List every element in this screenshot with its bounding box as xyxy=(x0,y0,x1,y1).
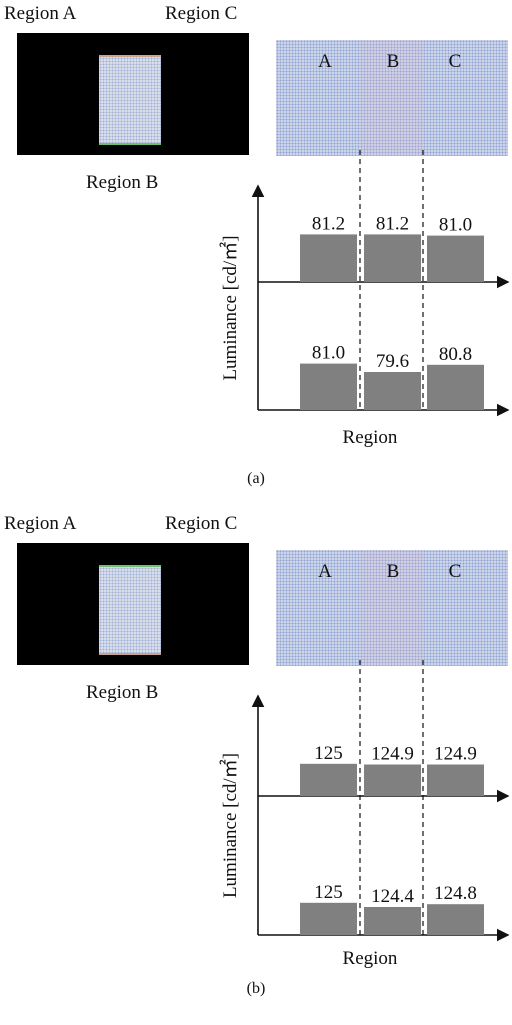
screen-label-region-b: Region B xyxy=(86,172,159,193)
pattern-column-b: B xyxy=(386,51,400,72)
subpixel-pattern xyxy=(276,40,508,156)
panel-caption: (b) xyxy=(246,980,266,997)
bar-b-series2 xyxy=(364,907,421,935)
display-window-region-b xyxy=(99,55,161,145)
data-label-b-series2: 124.4 xyxy=(371,886,414,907)
x-axis-label: Region xyxy=(342,427,398,448)
pattern-column-a: A xyxy=(318,51,332,72)
bar-c-series1 xyxy=(427,764,484,796)
pattern-center-tint xyxy=(362,550,424,666)
bar-a-series2 xyxy=(300,363,357,410)
figure-panel-b: Region A Region C Region B A B C Luminan… xyxy=(0,510,512,1000)
data-label-a-series1: 81.2 xyxy=(312,213,345,234)
pattern-column-c: C xyxy=(448,561,462,582)
data-label-b-series1: 124.9 xyxy=(371,744,414,765)
display-screen xyxy=(17,543,249,665)
screen-label-region-b: Region B xyxy=(86,682,159,703)
data-label-a-series1: 125 xyxy=(314,743,343,764)
pattern-column-c: C xyxy=(448,51,462,72)
bar-c-series1 xyxy=(427,235,484,282)
bar-b-series1 xyxy=(364,764,421,796)
x-axis-label: Region xyxy=(342,948,398,969)
pattern-column-a: A xyxy=(318,561,332,582)
data-label-b-series1: 81.2 xyxy=(376,213,409,234)
panel-caption: (a) xyxy=(247,470,265,487)
bar-b-series1 xyxy=(364,234,421,282)
data-label-c-series1: 81.0 xyxy=(439,215,472,236)
data-label-c-series2: 124.8 xyxy=(434,883,477,904)
pattern-center-tint xyxy=(362,40,424,156)
bar-c-series2 xyxy=(427,364,484,410)
data-label-a-series2: 125 xyxy=(314,882,343,903)
luminance-bar-chart-a: Luminance [cd/㎡] 81.2 81.2 81.0 81.0 79.6 80.8 xyxy=(218,150,510,417)
screen-label-region-c: Region C xyxy=(165,3,238,24)
pattern-column-b: B xyxy=(386,561,400,582)
bar-a-series2 xyxy=(300,902,357,935)
bar-a-series1 xyxy=(300,234,357,282)
display-screen xyxy=(17,33,249,155)
y-axis-label: Luminance [cd/㎡] xyxy=(218,753,241,898)
luminance-bar-chart-b: Luminance [cd/㎡] 125 124.9 124.9 125 124.4 124… xyxy=(218,660,510,942)
screen-label-region-c: Region C xyxy=(165,513,238,534)
data-label-c-series2: 80.8 xyxy=(439,344,472,365)
bar-a-series1 xyxy=(300,763,357,796)
screen-label-region-a: Region A xyxy=(4,513,77,534)
data-label-a-series2: 81.0 xyxy=(312,343,345,364)
data-label-b-series2: 79.6 xyxy=(376,351,409,372)
data-label-c-series1: 124.9 xyxy=(434,744,477,765)
bar-c-series2 xyxy=(427,904,484,935)
subpixel-pattern xyxy=(276,550,508,666)
y-axis-label: Luminance [cd/㎡] xyxy=(218,235,241,380)
bar-b-series2 xyxy=(364,372,421,410)
display-window-region-b xyxy=(99,565,161,655)
figure-panel-a: Region A Region C Region B A B C Luminan… xyxy=(0,0,512,490)
screen-label-region-a: Region A xyxy=(4,3,77,24)
